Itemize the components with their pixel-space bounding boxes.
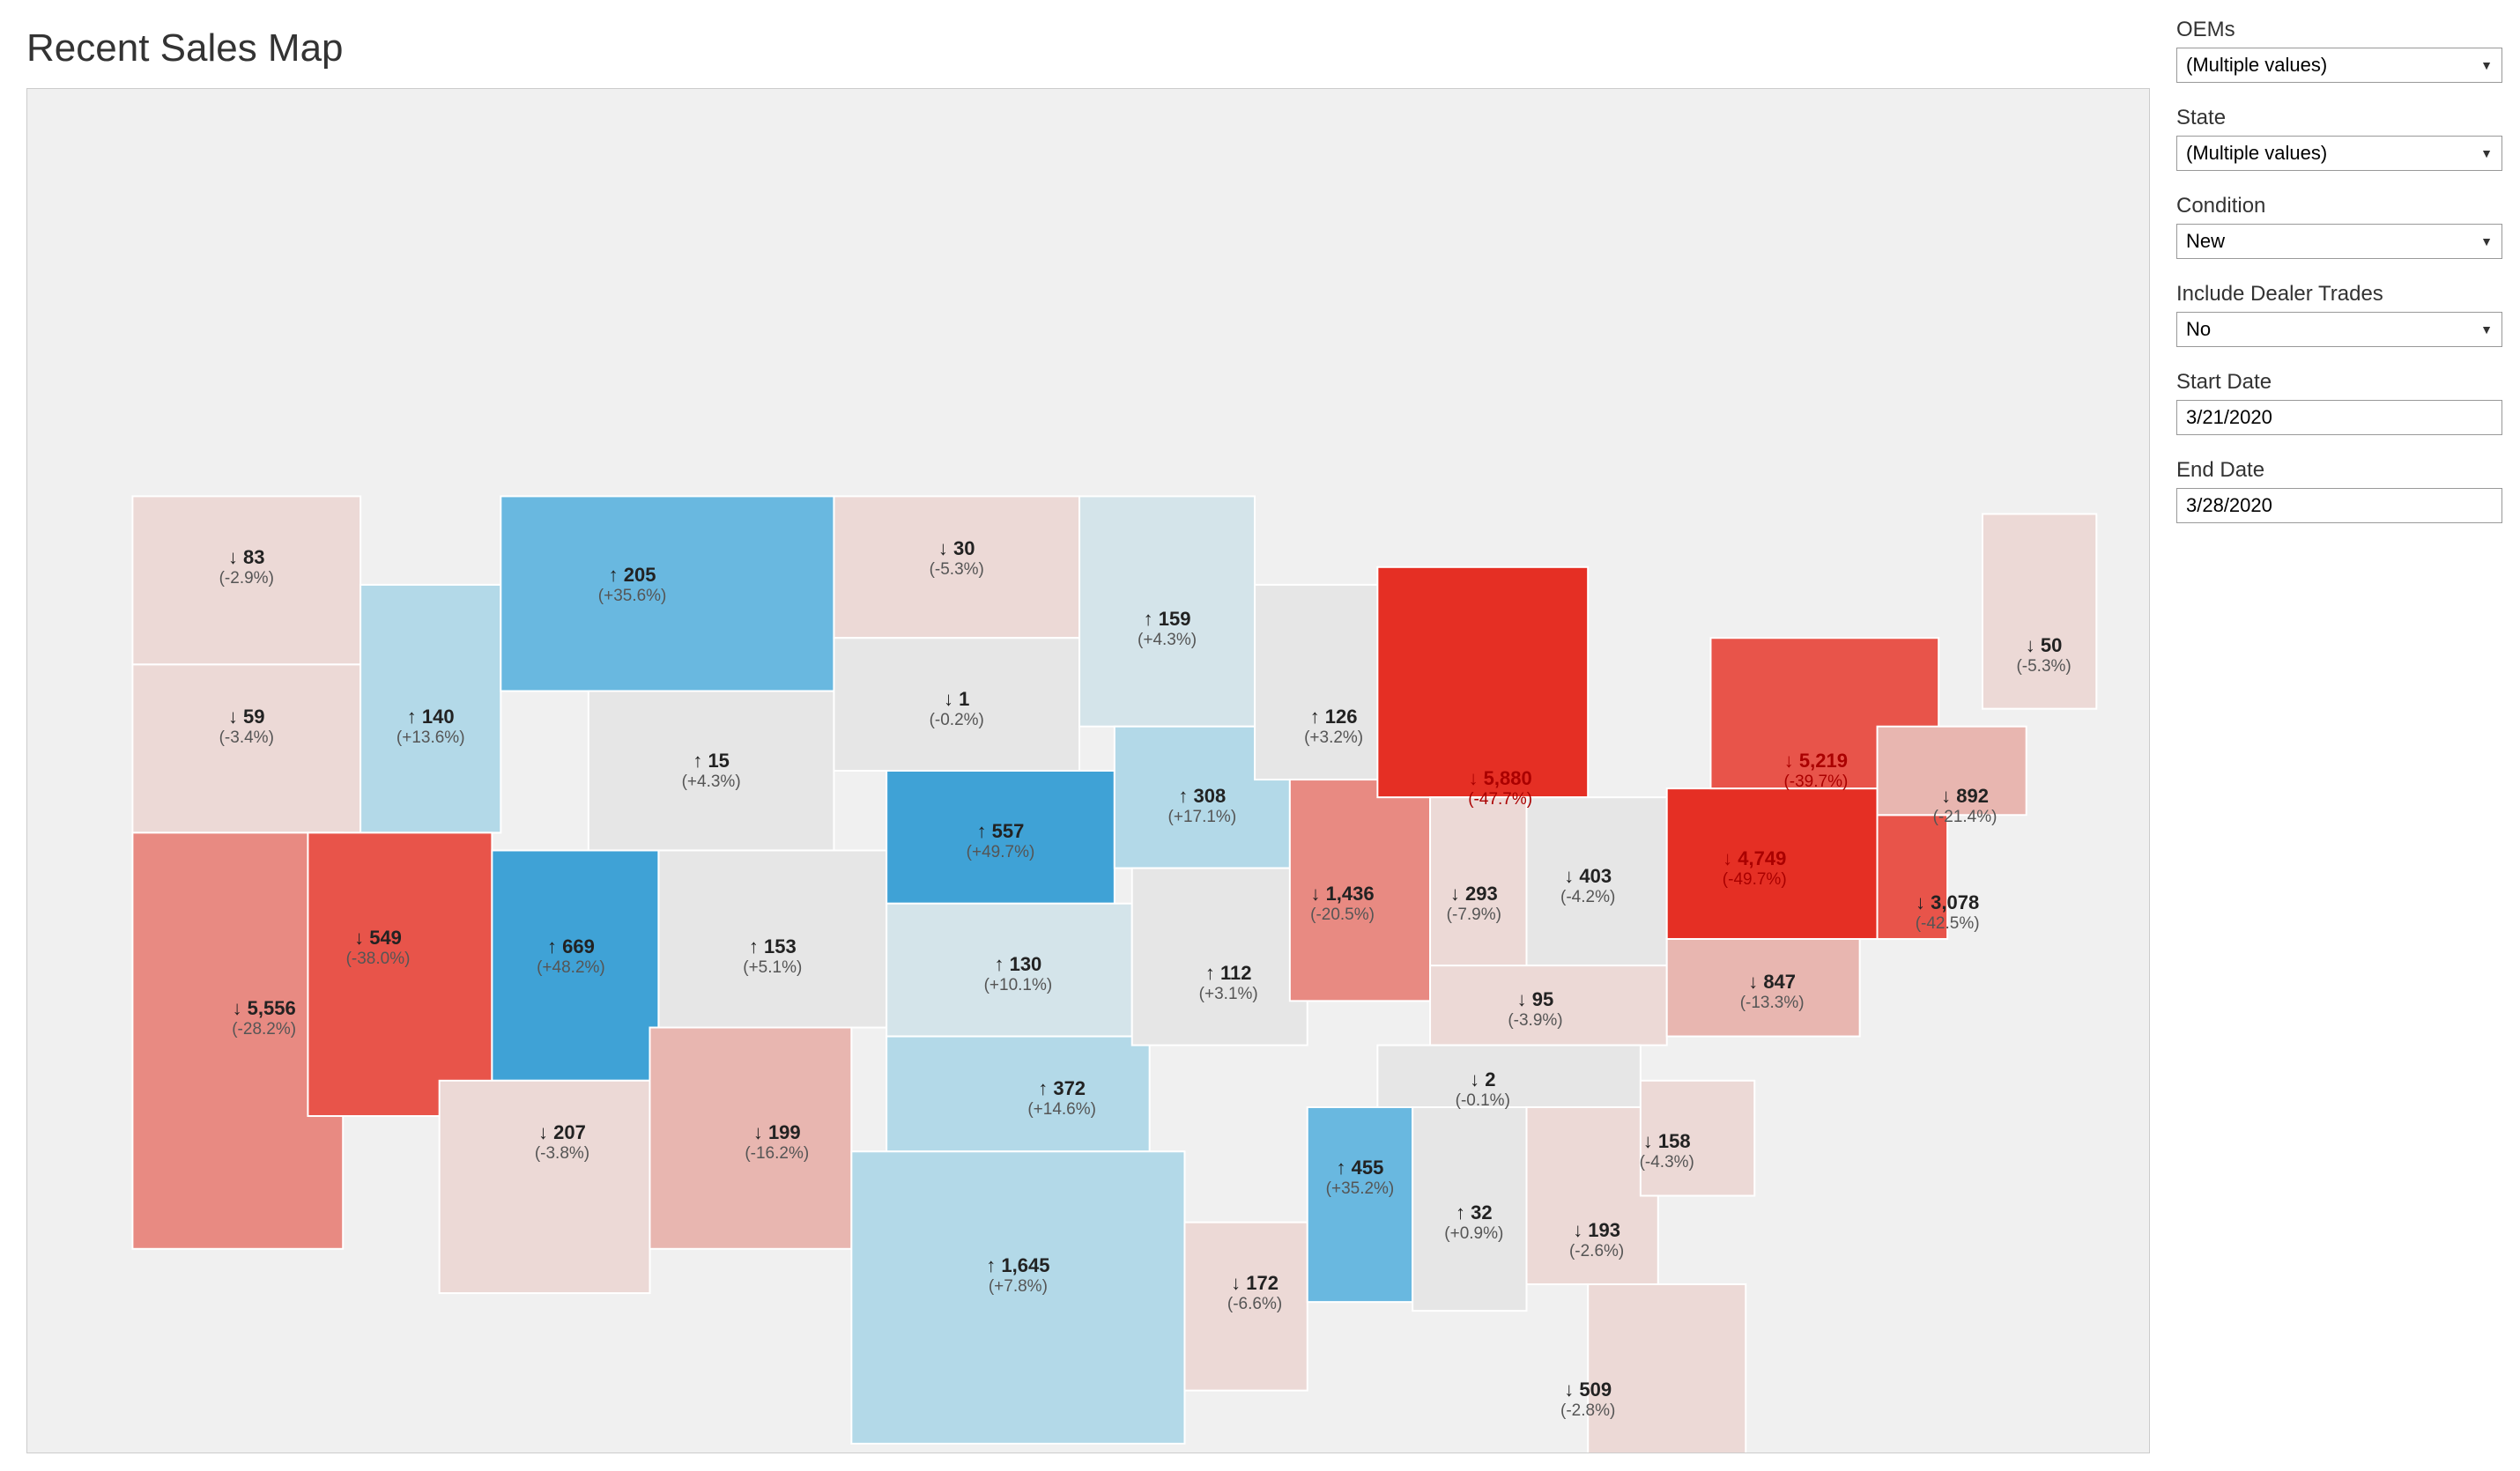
dropdown-oems[interactable]: (Multiple values) ▼ [2176, 48, 2502, 83]
state-shape-MO[interactable] [1132, 869, 1308, 1046]
state-shape-UT[interactable] [492, 850, 658, 1080]
dropdown-condition[interactable]: New ▼ [2176, 224, 2502, 259]
filter-sidebar: OEMs (Multiple values) ▼ State (Multiple… [2168, 0, 2520, 1471]
state-shape-SD[interactable] [834, 638, 1079, 771]
state-shape-OH[interactable] [1527, 797, 1667, 965]
input-start-date[interactable]: 3/21/2020 [2176, 400, 2502, 435]
state-shape-SC[interactable] [1641, 1081, 1754, 1196]
input-value-end-date: 3/28/2020 [2186, 494, 2272, 516]
filter-oems: OEMs (Multiple values) ▼ [2176, 18, 2502, 83]
state-shape-MI[interactable] [1377, 567, 1588, 797]
map-svg [27, 89, 2149, 1453]
state-shape-TN[interactable] [1377, 1046, 1641, 1107]
chevron-down-icon: ▼ [2480, 322, 2493, 336]
state-shape-CO[interactable] [658, 850, 886, 1027]
filter-start-date: Start Date 3/21/2020 [2176, 370, 2502, 435]
state-shape-OR[interactable] [132, 664, 360, 832]
filter-label-dealer-trades: Include Dealer Trades [2176, 282, 2502, 307]
filter-end-date: End Date 3/28/2020 [2176, 458, 2502, 523]
state-shape-NE[interactable] [886, 771, 1115, 904]
state-shape-WA[interactable] [132, 496, 360, 664]
state-shape-KY[interactable] [1430, 965, 1667, 1045]
dropdown-value-condition: New [2186, 230, 2225, 253]
state-shape-NM[interactable] [649, 1028, 851, 1249]
state-shape-FL[interactable] [1588, 1284, 1745, 1453]
state-shape-MA[interactable] [1878, 727, 2027, 816]
state-shape-IL[interactable] [1290, 780, 1430, 1001]
dropdown-state[interactable]: (Multiple values) ▼ [2176, 136, 2502, 171]
state-shape-VA[interactable] [1667, 939, 1860, 1037]
state-shape-TX[interactable] [851, 1151, 1184, 1444]
filter-label-condition: Condition [2176, 194, 2502, 218]
dropdown-value-oems: (Multiple values) [2186, 54, 2327, 77]
input-value-start-date: 3/21/2020 [2186, 406, 2272, 428]
root-container: Recent Sales Map ↓ 83(-2.9%)↓ 59(-3.4%)↓… [0, 0, 2520, 1471]
chevron-down-icon: ▼ [2480, 234, 2493, 248]
state-shape-AZ[interactable] [440, 1081, 650, 1293]
dropdown-value-state: (Multiple values) [2186, 142, 2327, 165]
filter-condition: Condition New ▼ [2176, 194, 2502, 259]
state-shape-WY[interactable] [589, 691, 834, 851]
sales-map[interactable]: ↓ 83(-2.9%)↓ 59(-3.4%)↓ 5,556(-28.2%)↑ 1… [26, 88, 2150, 1453]
state-shape-ID[interactable] [360, 585, 500, 832]
state-shape-AL[interactable] [1412, 1107, 1526, 1311]
filter-label-state: State [2176, 106, 2502, 130]
state-shape-KS[interactable] [886, 904, 1132, 1037]
state-shape-NJ[interactable] [1878, 815, 1948, 939]
main-panel: Recent Sales Map ↓ 83(-2.9%)↓ 59(-3.4%)↓… [0, 0, 2168, 1471]
state-shape-ME[interactable] [1983, 514, 2096, 708]
state-shape-MT[interactable] [500, 496, 834, 691]
filter-label-oems: OEMs [2176, 18, 2502, 42]
state-shape-IN[interactable] [1430, 797, 1526, 992]
state-shape-LA[interactable] [1184, 1223, 1307, 1391]
state-shape-OK[interactable] [886, 1037, 1150, 1152]
chevron-down-icon: ▼ [2480, 58, 2493, 72]
filter-label-start-date: Start Date [2176, 370, 2502, 395]
filter-state: State (Multiple values) ▼ [2176, 106, 2502, 171]
page-title: Recent Sales Map [26, 26, 2150, 70]
state-shape-NV[interactable] [308, 832, 492, 1116]
state-shape-MS[interactable] [1308, 1107, 1412, 1302]
filter-dealer-trades: Include Dealer Trades No ▼ [2176, 282, 2502, 347]
input-end-date[interactable]: 3/28/2020 [2176, 488, 2502, 523]
state-shape-MN[interactable] [1079, 496, 1255, 726]
filter-label-end-date: End Date [2176, 458, 2502, 483]
state-shape-ND[interactable] [834, 496, 1079, 638]
state-shape-PA[interactable] [1667, 788, 1878, 939]
chevron-down-icon: ▼ [2480, 146, 2493, 160]
dropdown-dealer-trades[interactable]: No ▼ [2176, 312, 2502, 347]
dropdown-value-dealer-trades: No [2186, 318, 2211, 341]
state-shape-GA[interactable] [1527, 1107, 1658, 1284]
